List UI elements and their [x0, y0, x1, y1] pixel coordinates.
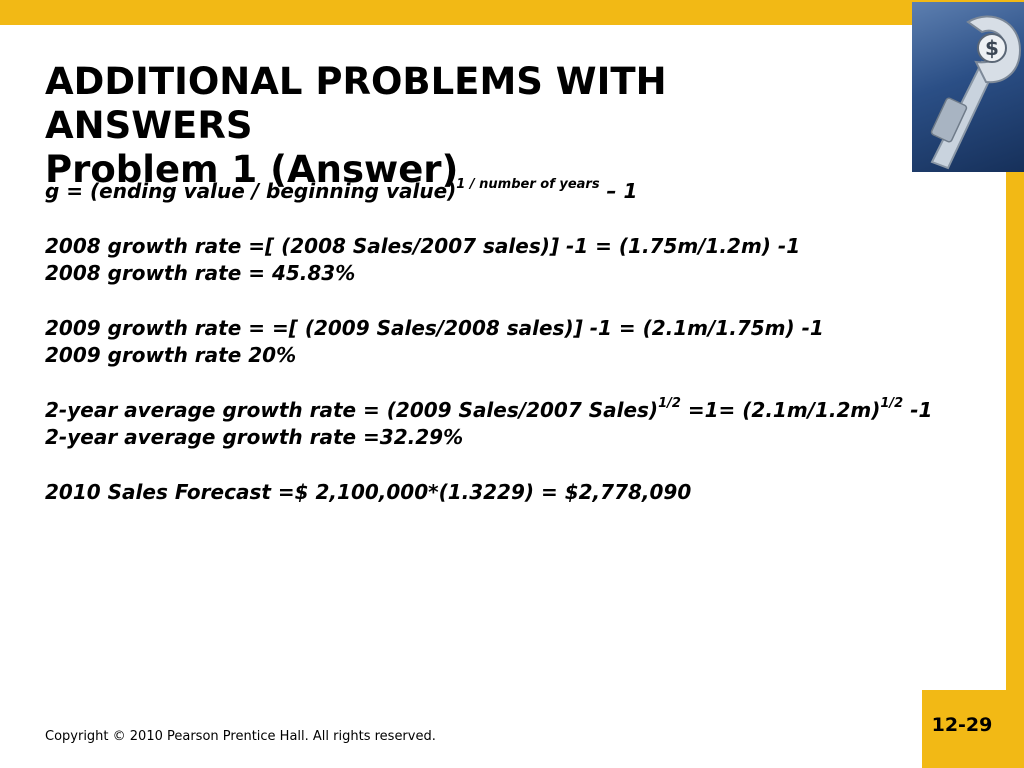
growth-2008-result: 2008 growth rate = 45.83% — [45, 261, 356, 285]
wrench-dollar-graphic: $ — [930, 15, 1022, 170]
avg-growth-calc: 2-year average growth rate = (2009 Sales… — [45, 396, 933, 422]
growth-formula: g = (ending value / beginning value)1 / … — [45, 177, 638, 203]
avg-growth-result: 2-year average growth rate =32.29% — [45, 425, 464, 449]
top-accent-bar — [0, 0, 1024, 25]
growth-2009-result: 2009 growth rate 20% — [45, 343, 297, 367]
slide-number: 12-29 — [931, 714, 993, 736]
copyright-footer: Copyright © 2010 Pearson Prentice Hall. … — [45, 729, 436, 744]
title-line-2: ANSWERS — [45, 104, 253, 147]
growth-2009-calc: 2009 growth rate = =[ (2009 Sales/2008 s… — [45, 316, 824, 340]
slide-body: g = (ending value / beginning value)1 / … — [45, 177, 965, 504]
slide-number-box — [922, 690, 1024, 768]
sales-forecast: 2010 Sales Forecast =$ 2,100,000*(1.3229… — [45, 480, 692, 504]
svg-text:$: $ — [985, 36, 999, 60]
title-line-3: Problem 1 (Answer) — [45, 148, 459, 191]
formula-exponent: 1 / number of years — [456, 177, 600, 193]
title-line-1: ADDITIONAL PROBLEMS WITH — [45, 60, 667, 103]
slide-title: ADDITIONAL PROBLEMS WITH ANSWERS Problem… — [45, 60, 905, 192]
wrench-dollar-icon: $ — [912, 2, 1024, 172]
growth-2008-calc: 2008 growth rate =[ (2008 Sales/2007 sal… — [45, 234, 801, 258]
right-accent-bar — [1006, 0, 1024, 768]
